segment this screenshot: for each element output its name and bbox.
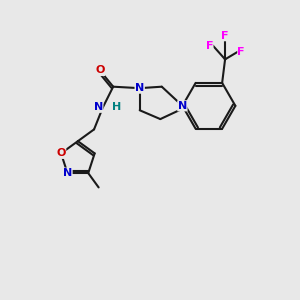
Text: N: N xyxy=(178,101,187,111)
Text: F: F xyxy=(206,41,213,51)
Text: F: F xyxy=(221,31,229,41)
Text: F: F xyxy=(238,47,245,57)
Text: N: N xyxy=(135,83,144,93)
Text: O: O xyxy=(95,65,105,76)
Text: H: H xyxy=(112,102,121,112)
Text: N: N xyxy=(63,168,72,178)
Text: N: N xyxy=(94,102,103,112)
Text: O: O xyxy=(56,148,66,158)
